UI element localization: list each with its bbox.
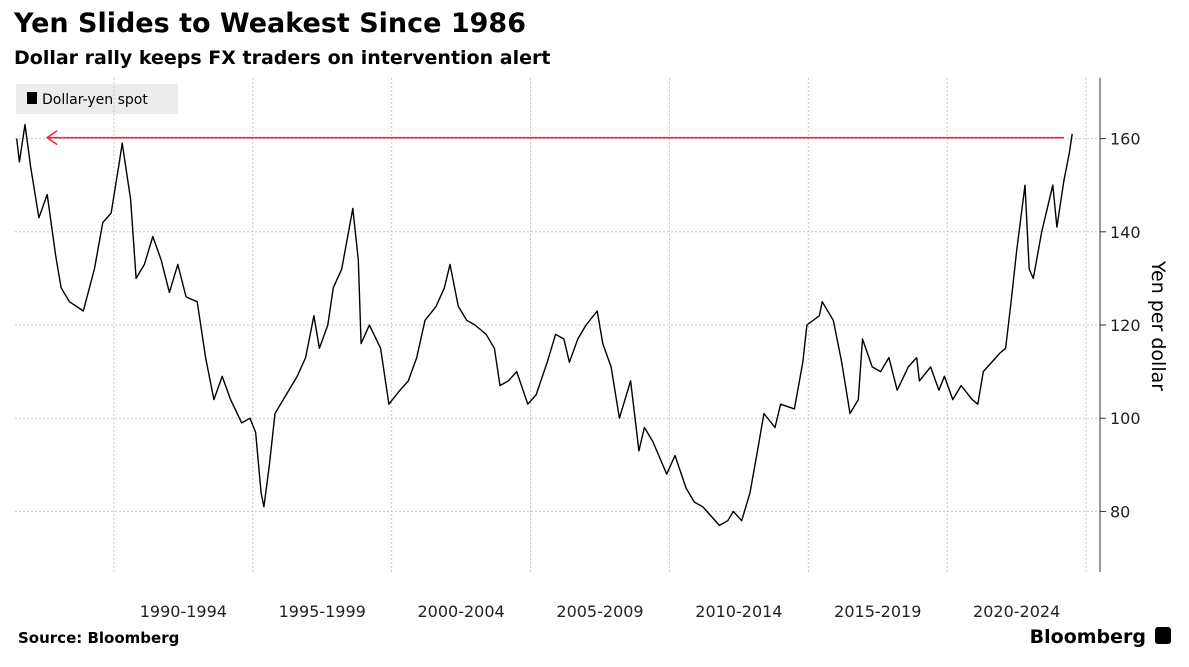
- x-tick-label: 1995-1999: [279, 602, 366, 621]
- y-tick-label: 120: [1110, 316, 1141, 335]
- y-axis-label: Yen per dollar: [1147, 260, 1169, 391]
- x-tick-label: 2000-2004: [418, 602, 505, 621]
- brand: Bloomberg: [1030, 626, 1146, 648]
- chart-subtitle: Dollar rally keeps FX traders on interve…: [14, 47, 550, 69]
- y-tick-label: 100: [1110, 409, 1141, 428]
- legend-box: [16, 84, 178, 114]
- reference-arrow: [45, 129, 58, 146]
- x-tick-label: 2010-2014: [695, 602, 782, 621]
- legend-swatch: [27, 92, 37, 104]
- legend-label: Dollar-yen spot: [42, 92, 148, 108]
- y-tick-label: 140: [1110, 223, 1141, 242]
- series-line: [16, 123, 1073, 527]
- x-tick-label: 2020-2024: [973, 602, 1060, 621]
- source: Source: Bloomberg: [18, 629, 179, 647]
- y-tick-label: 80: [1110, 502, 1130, 521]
- x-tick-label: 2005-2009: [556, 602, 643, 621]
- x-tick-label: 2015-2019: [834, 602, 921, 621]
- y-tick-label: 160: [1110, 130, 1141, 149]
- x-tick-label: 1990-1994: [140, 602, 227, 621]
- chart-title: Yen Slides to Weakest Since 1986: [13, 8, 526, 39]
- brand-icon: [1155, 627, 1171, 644]
